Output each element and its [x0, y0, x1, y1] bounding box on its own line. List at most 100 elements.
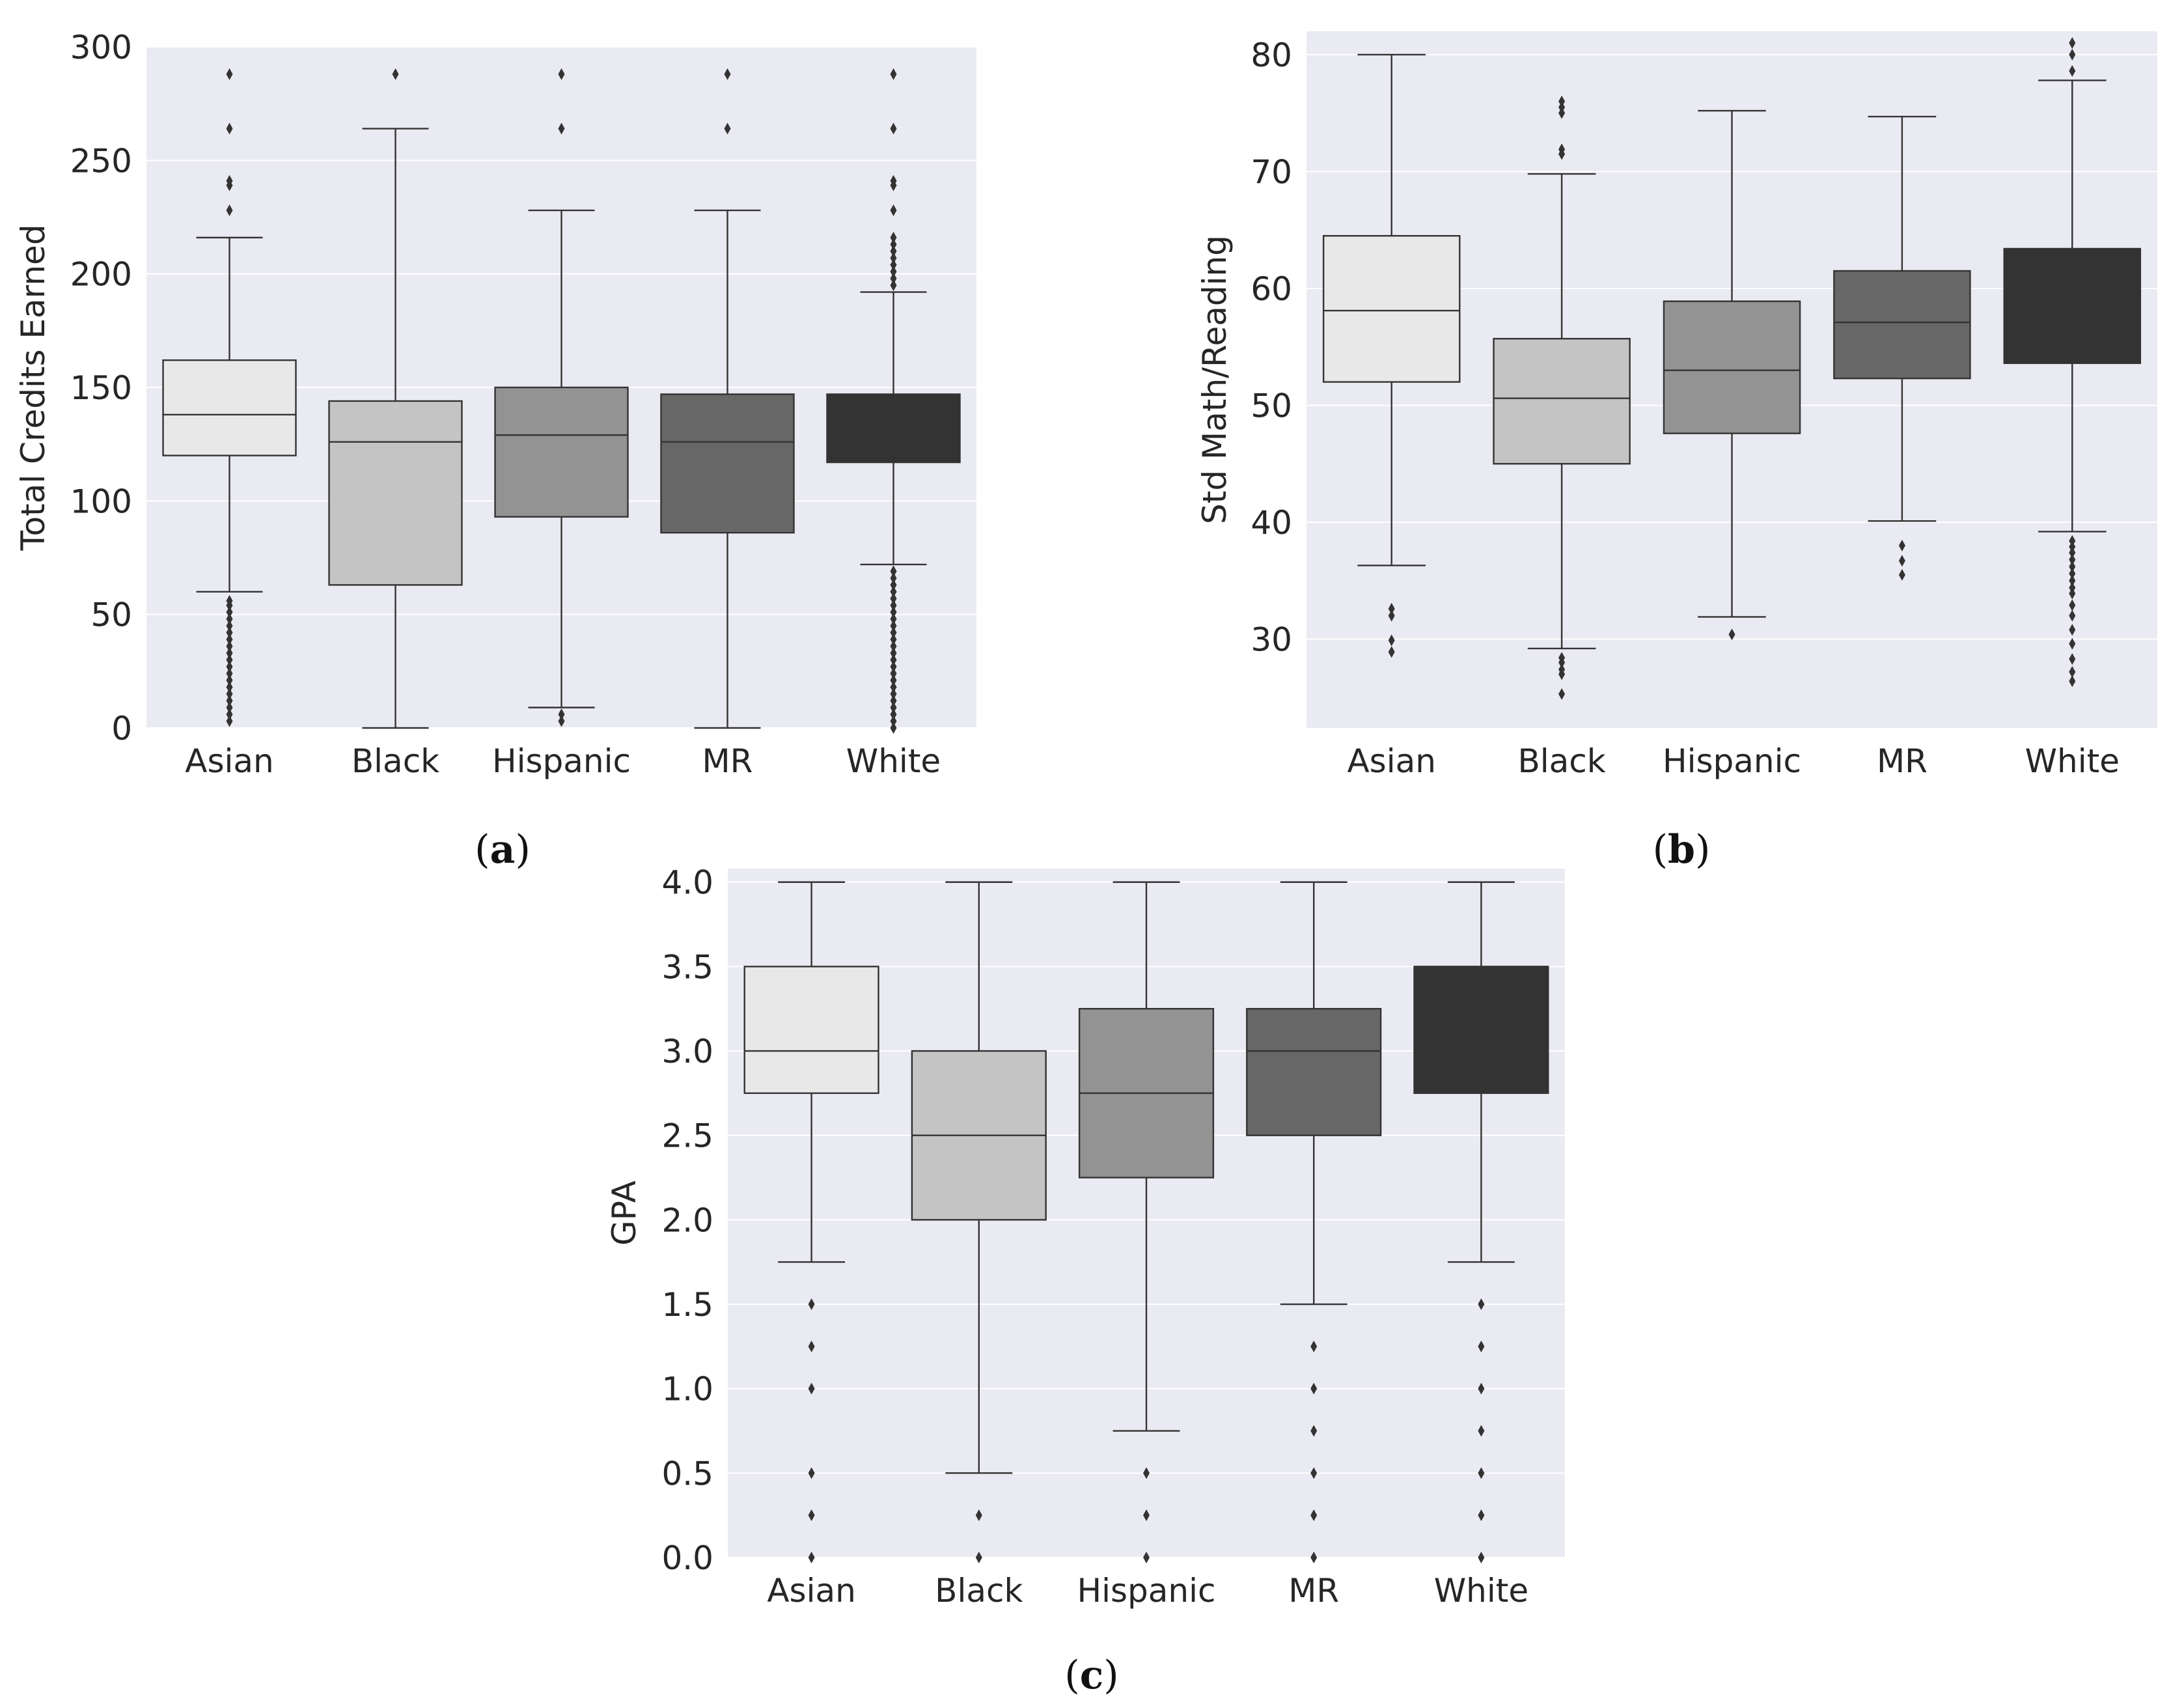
outlier-point-asian	[226, 674, 233, 686]
outlier-point-asian	[226, 681, 233, 693]
outlier-point-white	[2069, 36, 2076, 49]
outlier-point-black	[1558, 652, 1566, 664]
outlier-point-white	[890, 245, 897, 257]
outlier-point-mr	[1898, 539, 1905, 552]
outlier-point-asian	[808, 1509, 815, 1522]
box-white	[2003, 247, 2142, 365]
x-tick-label-black: Black	[352, 742, 439, 780]
x-tick-label-mr: MR	[1288, 1572, 1339, 1610]
outlier-point-asian	[226, 667, 233, 680]
outlier-point-white	[1478, 1552, 1485, 1563]
outlier-point-white	[890, 681, 897, 693]
outlier-point-asian	[1388, 602, 1395, 615]
outlier-point-asian	[226, 594, 233, 607]
outlier-point-white	[1478, 1425, 1485, 1437]
y-tick-label: 1.5	[661, 1286, 713, 1324]
box-white	[1413, 966, 1549, 1095]
outlier-point-black	[1558, 663, 1566, 676]
y-tick-label: 150	[70, 369, 132, 407]
y-tick-label: 2.0	[661, 1201, 713, 1239]
outlier-point-white	[890, 252, 897, 264]
outlier-point-mr	[724, 68, 731, 80]
outlier-point-black	[1558, 143, 1566, 156]
box-mr	[660, 393, 795, 534]
outlier-point-asian	[226, 204, 233, 217]
outlier-point-asian	[226, 620, 233, 632]
outlier-point-asian	[808, 1552, 815, 1563]
outlier-point-asian	[226, 701, 233, 714]
y-tick-label: 300	[70, 29, 132, 66]
outlier-point-asian	[226, 613, 233, 625]
outlier-point-white	[890, 660, 897, 673]
outlier-point-asian	[226, 606, 233, 619]
outlier-point-hispanic	[1143, 1467, 1150, 1479]
outlier-point-white	[890, 701, 897, 714]
x-tick-label-hispanic: Hispanic	[492, 742, 631, 780]
y-tick-label: 3.0	[661, 1033, 713, 1070]
outlier-point-asian	[226, 68, 233, 80]
outlier-point-white	[890, 266, 897, 278]
outlier-point-black	[1558, 688, 1566, 700]
y-tick-label: 0.5	[661, 1455, 713, 1492]
outlier-point-white	[2069, 599, 2076, 611]
outlier-point-white	[890, 695, 897, 707]
outlier-point-asian	[226, 634, 233, 646]
outlier-point-white	[890, 667, 897, 680]
y-tick-label: 4.0	[661, 864, 713, 902]
outlier-point-white	[2069, 568, 2076, 580]
outlier-point-white	[2069, 65, 2076, 77]
outlier-point-hispanic	[558, 68, 565, 80]
y-tick-label: 60	[1251, 270, 1292, 308]
outlier-point-hispanic	[558, 708, 565, 721]
outlier-point-asian	[226, 708, 233, 721]
outlier-point-black	[392, 68, 399, 80]
box-black	[1493, 337, 1631, 465]
outlier-point-hispanic	[1728, 628, 1735, 641]
outlier-point-asian	[1388, 609, 1395, 622]
box-asian	[1322, 234, 1461, 383]
outlier-point-white	[890, 613, 897, 625]
outlier-point-asian	[226, 626, 233, 639]
x-tick-label-mr: MR	[702, 742, 753, 780]
x-tick-label-asian: Asian	[185, 742, 273, 780]
outlier-point-asian	[1388, 634, 1395, 647]
outlier-point-white	[890, 204, 897, 217]
outlier-point-white	[890, 634, 897, 646]
outlier-point-mr	[1310, 1509, 1318, 1522]
outlier-point-white	[890, 674, 897, 686]
outlier-point-white	[2069, 581, 2076, 594]
panel-c-gpa: 0.0 0.5 1.0 1.5 2.0 2.5 3.0 3.5 4.0 Asian Black His…	[605, 864, 1565, 1610]
y-tick-label: 100	[70, 482, 132, 520]
outlier-point-white	[1478, 1509, 1485, 1522]
outlier-point-white	[2069, 535, 2076, 547]
outlier-point-white	[1478, 1340, 1485, 1352]
outlier-point-mr	[1310, 1552, 1318, 1563]
outlier-point-white	[890, 654, 897, 666]
outlier-point-black	[975, 1509, 982, 1522]
y-tick-label: 40	[1251, 504, 1292, 542]
outlier-point-white	[890, 640, 897, 652]
outlier-point-asian	[808, 1298, 815, 1311]
box-white	[826, 393, 961, 464]
outlier-point-asian	[226, 660, 233, 673]
outlier-point-mr	[724, 122, 731, 135]
outlier-point-hispanic	[558, 715, 565, 727]
outlier-point-white	[890, 258, 897, 271]
outlier-point-asian	[226, 695, 233, 707]
outlier-point-white	[890, 620, 897, 632]
y-tick-label: 2.5	[661, 1117, 713, 1155]
outlier-point-white	[2069, 574, 2076, 587]
outlier-point-asian	[808, 1382, 815, 1395]
x-tick-label-white: White	[1434, 1572, 1528, 1610]
outlier-point-white	[890, 572, 897, 584]
x-tick-label-white: White	[846, 742, 941, 780]
outlier-point-white	[1478, 1298, 1485, 1311]
outlier-point-white	[890, 647, 897, 659]
outlier-point-white	[890, 68, 897, 80]
x-tick-label-black: Black	[1517, 742, 1605, 780]
caption-b: (b)	[1653, 827, 1711, 873]
box-hispanic	[494, 386, 629, 518]
outlier-point-hispanic	[1143, 1509, 1150, 1522]
box-asian	[743, 966, 879, 1095]
outlier-point-white	[2069, 675, 2076, 688]
